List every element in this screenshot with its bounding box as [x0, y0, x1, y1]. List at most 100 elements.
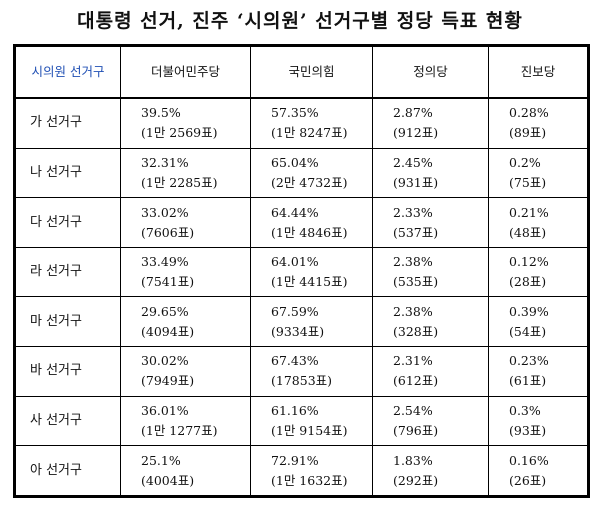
percent: 61.16% — [271, 402, 319, 418]
vote-cell: 72.91% (1만 1632표) — [250, 445, 373, 497]
votes: (1만 4415표) — [271, 274, 348, 290]
votes: (28표) — [509, 274, 547, 290]
votes: (93표) — [509, 422, 547, 438]
vote-cell: 65.04% (2만 4732표) — [250, 147, 373, 199]
vote-table: 시의원 선거구 더불어민주당 국민의힘 정의당 진보당 가 선거구 39.5% (1만 256… — [13, 44, 590, 498]
row: 아 선거구 25.1% (4004표) 72.91% (1만 1632표) 1.83% (2… — [14, 445, 589, 497]
percent: 33.02% — [141, 204, 189, 220]
percent: 25.1% — [141, 452, 181, 468]
votes: (535표) — [393, 274, 439, 290]
votes: (1만 2569표) — [141, 125, 218, 141]
vote-cell: 30.02% (7949표) — [120, 346, 251, 397]
percent: 72.91% — [271, 452, 319, 468]
percent: 0.21% — [509, 204, 549, 220]
percent: 2.87% — [393, 105, 433, 121]
row: 사 선거구 36.01% (1만 1277표) 61.16% (1만 9154표) 2.5… — [14, 395, 589, 447]
vote-cell: 2.87% (912표) — [372, 97, 489, 149]
votes: (17853표) — [271, 373, 333, 389]
percent: 2.38% — [393, 254, 433, 270]
votes: (912표) — [393, 125, 439, 141]
row: 마 선거구 29.65% (4094표) 67.59% (9334표) 2.38% (328… — [14, 296, 589, 347]
percent: 39.5% — [141, 105, 181, 121]
district-cell: 나 선거구 — [14, 147, 121, 199]
vote-cell: 39.5% (1만 2569표) — [120, 97, 251, 149]
vote-cell: 2.54% (796표) — [372, 395, 489, 447]
vote-cell: 57.35% (1만 8247표) — [250, 97, 373, 149]
votes: (612표) — [393, 373, 439, 389]
votes: (7949표) — [141, 373, 195, 389]
vote-cell: 25.1% (4004표) — [120, 445, 251, 497]
vote-cell: 0.21% (48표) — [488, 197, 589, 248]
votes: (1만 4846표) — [271, 224, 348, 240]
percent: 29.65% — [141, 303, 189, 319]
percent: 0.12% — [509, 254, 549, 270]
votes: (7606표) — [141, 224, 195, 240]
votes: (4094표) — [141, 323, 195, 339]
header-cell: 국민의힘 — [250, 45, 373, 99]
header-cell: 더불어민주당 — [120, 45, 251, 99]
votes: (796표) — [393, 422, 439, 438]
votes: (75표) — [509, 174, 547, 190]
district-cell: 사 선거구 — [14, 395, 121, 447]
percent: 2.45% — [393, 154, 433, 170]
vote-cell: 33.49% (7541표) — [120, 246, 251, 298]
vote-cell: 2.33% (537표) — [372, 197, 489, 248]
votes: (54표) — [509, 323, 547, 339]
percent: 0.23% — [509, 353, 549, 369]
percent: 64.44% — [271, 204, 319, 220]
vote-cell: 29.65% (4094표) — [120, 296, 251, 347]
percent: 0.39% — [509, 303, 549, 319]
votes: (26표) — [509, 472, 547, 488]
title: 대통령 선거, 진주 ‘시의원’ 선거구별 정당 득표 현황 — [77, 10, 523, 32]
votes: (1만 1277표) — [141, 422, 218, 438]
percent: 2.54% — [393, 402, 433, 418]
district-cell: 라 선거구 — [14, 246, 121, 298]
votes: (48표) — [509, 224, 547, 240]
votes: (1만 2285표) — [141, 174, 218, 190]
district-cell: 아 선거구 — [14, 445, 121, 497]
percent: 67.43% — [271, 353, 319, 369]
percent: 1.83% — [393, 452, 433, 468]
percent: 65.04% — [271, 154, 319, 170]
vote-cell: 33.02% (7606표) — [120, 197, 251, 248]
district-cell: 가 선거구 — [14, 97, 121, 149]
header-cell: 정의당 — [372, 45, 489, 99]
percent: 0.28% — [509, 105, 549, 121]
vote-cell: 0.23% (61표) — [488, 346, 589, 397]
votes: (2만 4732표) — [271, 174, 348, 190]
votes: (9334표) — [271, 323, 325, 339]
header-cell: 시의원 선거구 — [14, 45, 121, 99]
vote-cell: 1.83% (292표) — [372, 445, 489, 497]
vote-cell: 0.39% (54표) — [488, 296, 589, 347]
percent: 0.16% — [509, 452, 549, 468]
votes: (292표) — [393, 472, 439, 488]
percent: 30.02% — [141, 353, 189, 369]
percent: 33.49% — [141, 254, 189, 270]
vote-cell: 2.31% (612표) — [372, 346, 489, 397]
header-cell: 진보당 — [488, 45, 589, 99]
district-cell: 바 선거구 — [14, 346, 121, 397]
vote-cell: 0.16% (26표) — [488, 445, 589, 497]
percent: 2.31% — [393, 353, 433, 369]
votes: (931표) — [393, 174, 439, 190]
vote-cell: 0.3% (93표) — [488, 395, 589, 447]
vote-cell: 0.28% (89표) — [488, 97, 589, 149]
votes: (61표) — [509, 373, 547, 389]
row: 다 선거구 33.02% (7606표) 64.44% (1만 4846표) 2.33% (… — [14, 197, 589, 248]
vote-cell: 0.2% (75표) — [488, 147, 589, 199]
votes: (7541표) — [141, 274, 195, 290]
vote-cell: 2.38% (535표) — [372, 246, 489, 298]
header-row: 시의원 선거구 더불어민주당 국민의힘 정의당 진보당 — [14, 45, 589, 99]
votes: (1만 9154표) — [271, 422, 348, 438]
votes: (4004표) — [141, 472, 195, 488]
votes: (1만 1632표) — [271, 472, 348, 488]
vote-cell: 64.44% (1만 4846표) — [250, 197, 373, 248]
vote-cell: 67.59% (9334표) — [250, 296, 373, 347]
votes: (1만 8247표) — [271, 125, 348, 141]
votes: (328표) — [393, 323, 439, 339]
percent: 36.01% — [141, 402, 189, 418]
row: 가 선거구 39.5% (1만 2569표) 57.35% (1만 8247표) 2.87… — [14, 97, 589, 149]
row: 라 선거구 33.49% (7541표) 64.01% (1만 4415표) 2.38% (… — [14, 246, 589, 298]
votes: (537표) — [393, 224, 439, 240]
